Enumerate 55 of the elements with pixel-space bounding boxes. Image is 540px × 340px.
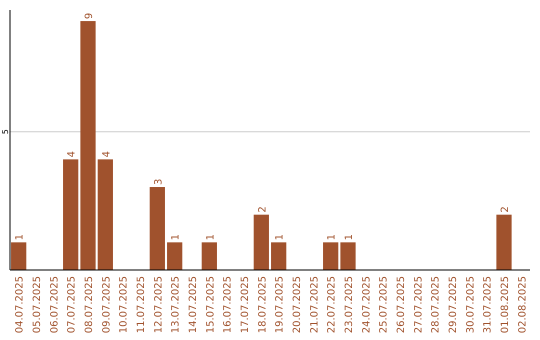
- x-tick-label: 11.07.2025: [136, 276, 147, 334]
- x-tick-label: 23.07.2025: [344, 276, 355, 334]
- data-label: 1: [170, 234, 182, 240]
- x-tick-label: 21.07.2025: [309, 276, 320, 334]
- bar: [340, 242, 356, 270]
- x-tick-label: 15.07.2025: [205, 276, 216, 334]
- x-tick-label: 16.07.2025: [222, 276, 234, 334]
- x-tick-label: 08.07.2025: [84, 276, 95, 334]
- x-tick-label: 01.08.2025: [500, 276, 511, 334]
- x-tick-label: 29.07.2025: [448, 276, 459, 334]
- x-tick-label: 17.07.2025: [240, 276, 251, 334]
- bar: [496, 214, 512, 270]
- bar: [254, 214, 269, 270]
- x-tick-label: 25.07.2025: [378, 276, 390, 334]
- x-tick-label: 22.07.2025: [326, 276, 338, 334]
- data-label: 3: [153, 178, 164, 186]
- x-tick-label: 31.07.2025: [482, 276, 494, 334]
- x-tick-label: 26.07.2025: [396, 276, 407, 334]
- x-tick-label: 04.07.2025: [14, 276, 26, 334]
- data-label: 1: [326, 234, 338, 240]
- x-tick-label: 13.07.2025: [170, 276, 182, 334]
- x-tick-label: 27.07.2025: [413, 276, 424, 334]
- bar: [11, 242, 26, 270]
- x-tick-label: 24.07.2025: [361, 276, 372, 334]
- data-label: 1: [274, 234, 286, 240]
- bar: [167, 242, 182, 270]
- bar: [98, 159, 113, 270]
- x-tick-label: 20.07.2025: [292, 276, 303, 334]
- x-tick-label: 14.07.2025: [188, 276, 199, 334]
- data-label: 1: [205, 234, 216, 240]
- data-label: 1: [344, 234, 355, 240]
- bar: [63, 159, 78, 270]
- data-label: 2: [257, 206, 268, 213]
- y-tick-label: 5: [1, 129, 10, 134]
- bar: [323, 242, 338, 270]
- x-tick-label: 18.07.2025: [257, 276, 268, 334]
- x-tick-label: 19.07.2025: [274, 276, 286, 334]
- x-tick-label: 05.07.2025: [32, 276, 43, 334]
- x-tick-label: 06.07.2025: [49, 276, 60, 334]
- x-tick-label: 28.07.2025: [430, 276, 442, 334]
- data-label: 9: [84, 12, 95, 20]
- x-tick-label: 02.08.2025: [517, 276, 528, 334]
- bar: [271, 242, 286, 270]
- x-tick-label: 12.07.2025: [153, 276, 164, 334]
- data-label: 4: [101, 150, 112, 158]
- bar: [202, 242, 217, 270]
- data-label: 4: [66, 150, 78, 158]
- x-tick-label: 09.07.2025: [101, 276, 112, 334]
- x-tick-label: 10.07.2025: [118, 276, 130, 334]
- bar: [150, 187, 165, 270]
- data-label: 1: [14, 234, 26, 240]
- x-tick-label: 07.07.2025: [66, 276, 78, 334]
- data-label: 2: [500, 206, 511, 213]
- x-tick-label: 30.07.2025: [465, 276, 476, 334]
- bar: [80, 21, 96, 270]
